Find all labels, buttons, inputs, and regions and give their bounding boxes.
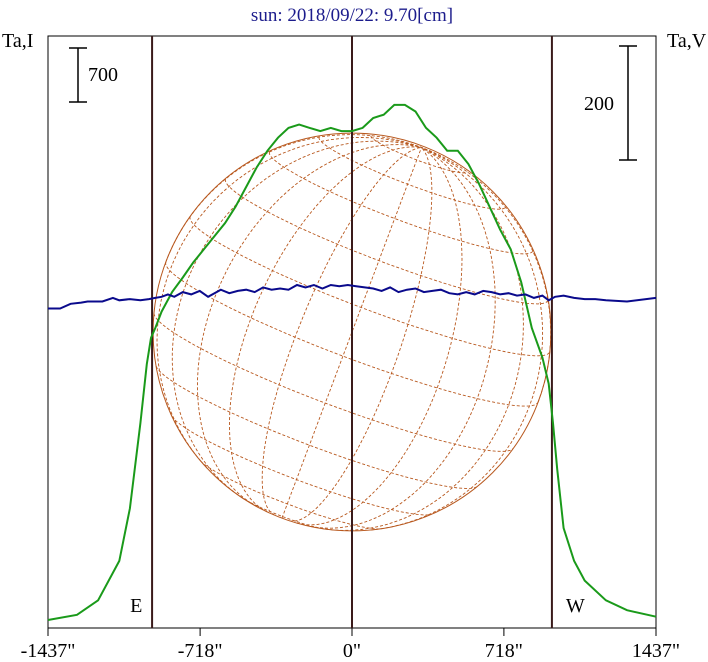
longitude-line [370, 146, 544, 531]
right-scale-label: 200 [584, 93, 614, 115]
latitude-line [189, 216, 551, 357]
longitude-line [310, 147, 496, 529]
limb-marker-label: E [130, 595, 142, 617]
right-scale-bar: 200 [584, 45, 637, 161]
longitude-line [289, 147, 433, 522]
latitude-line [318, 137, 506, 210]
x-tick-label: -1437" [21, 640, 76, 662]
latitude-line [241, 497, 326, 530]
left-scale-bar: 700 [69, 47, 118, 103]
longitude-line [261, 146, 422, 516]
latitude-line [200, 460, 381, 530]
longitude-line [156, 137, 422, 469]
longitude-line [325, 146, 524, 531]
limb-marker-label: W [566, 595, 585, 617]
x-tick-label: 0" [343, 640, 361, 662]
longitude-line [196, 144, 422, 507]
longitude-line [229, 146, 422, 513]
x-tick-label: 1437" [632, 640, 680, 662]
latitude-line [165, 261, 539, 407]
solar-disk [152, 132, 552, 532]
longitude-line [421, 146, 552, 403]
series-group [47, 103, 657, 621]
series-line-V [48, 283, 657, 310]
chart-title: sun: 2018/09/22: 9.70[cm] [251, 5, 453, 26]
latitude-line [153, 313, 514, 452]
latitude-line [370, 135, 468, 174]
longitude-line [165, 134, 422, 263]
right-axis-label: Ta,V [667, 30, 707, 52]
longitude-line [296, 147, 463, 526]
left-axis-label: Ta,I [2, 30, 33, 52]
longitude-line [281, 147, 422, 519]
latitude-line [224, 178, 549, 305]
series-line-I [47, 103, 657, 621]
x-axis: -1437" -718" 0" 718" 1437" [21, 628, 680, 662]
left-scale-label: 700 [88, 64, 118, 86]
x-tick-label: -718" [178, 640, 223, 662]
x-tick-label: 718" [485, 640, 523, 662]
longitude-line [171, 140, 422, 499]
latitude-line [155, 365, 477, 489]
